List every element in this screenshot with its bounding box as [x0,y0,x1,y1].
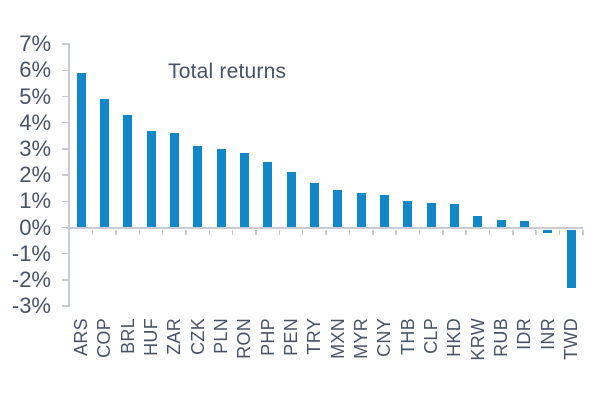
y-axis-tick-label: 2% [19,162,51,188]
bar [473,215,483,228]
x-axis-tick-mark [488,229,491,235]
y-axis-tick-mark [61,200,69,203]
x-axis-label: CLP [421,318,442,354]
bar [403,201,413,228]
x-axis-tick-mark [325,229,327,235]
bar [239,152,249,228]
x-axis-label: INR [537,318,558,350]
x-axis-label: MYR [351,318,372,359]
y-axis-tick-label: -2% [11,266,51,292]
x-axis-tick-mark [301,229,304,235]
x-axis-tick-mark [442,229,444,235]
y-axis-tick-label: 6% [19,57,51,83]
x-axis-tick-mark [582,229,584,235]
y-axis-tick-mark [61,69,69,72]
bar [566,229,576,288]
y-axis-tick-label: 1% [19,188,51,214]
y-axis-tick-mark [61,279,69,281]
bar [263,162,273,228]
x-axis-tick-mark [558,229,561,235]
x-axis-label: RUB [491,318,512,357]
y-axis-tick-mark [61,95,69,98]
x-axis-label: PEN [281,318,302,356]
x-axis-label: PLN [211,318,232,354]
x-axis-tick-mark [208,229,211,235]
x-axis-label: CZK [187,318,208,355]
bar [76,72,86,228]
x-axis-label: BRL [117,318,138,354]
y-axis-tick-label: -1% [11,240,51,266]
x-axis-tick-mark [512,229,514,235]
bar [543,229,553,233]
bar [309,182,319,228]
y-axis-tick-mark [61,305,69,307]
x-axis-tick-mark [395,229,397,235]
x-axis-label: ZAR [164,318,185,355]
y-axis-tick-mark [61,148,69,150]
x-axis-tick-mark [255,229,257,235]
bar [379,194,389,228]
x-axis-tick-mark [185,229,187,235]
y-axis-tick-mark [61,252,69,255]
x-axis-label: KRW [467,318,488,361]
bar [519,220,529,228]
bar [333,189,343,228]
y-axis-tick-mark [61,226,69,229]
x-axis-tick-mark [115,229,117,235]
bar [169,133,179,228]
bar [123,114,133,228]
x-axis-tick-mark [278,229,281,235]
x-axis-tick-mark [138,229,141,235]
bar [286,172,296,228]
x-axis-label: THB [397,318,418,355]
x-axis-label: TWD [561,318,582,360]
y-axis-tick-mark [61,121,69,124]
x-axis-label: RON [234,318,255,359]
x-axis-tick-mark [465,229,467,235]
x-axis-tick-mark [231,229,234,235]
bar [146,130,156,228]
x-axis-label: HKD [444,318,465,357]
chart-title: Total returns [168,60,287,83]
bar [193,146,203,228]
bar [356,193,366,228]
x-axis-tick-mark [535,229,537,235]
x-axis-label: MXN [327,318,348,359]
y-axis-tick-label: -3% [11,293,51,319]
y-axis-tick-mark [61,174,69,176]
x-axis-tick-mark [348,229,351,235]
x-axis-label: TRY [304,318,325,355]
bar [496,219,506,228]
bar [426,202,436,228]
x-axis-label: CNY [374,318,395,357]
y-axis-tick-label: 0% [19,214,51,240]
x-axis-label: PHP [257,318,278,356]
x-axis-label: ARS [71,318,91,356]
x-axis-tick-mark [91,229,94,235]
bar [449,203,459,228]
x-axis-tick-mark [418,229,421,235]
x-axis-tick-mark [372,229,374,235]
y-axis-tick-label: 4% [19,109,51,135]
x-axis-tick-mark [161,229,164,235]
x-axis-label: IDR [514,318,535,350]
y-axis-tick-label: 7% [19,31,51,57]
y-axis-tick-label: 5% [19,83,51,109]
y-axis-tick-mark [61,43,69,45]
bar [99,99,109,228]
x-axis-label: COP [94,318,115,358]
x-axis-line [65,227,583,230]
y-axis-line [68,43,70,307]
x-axis-label: HUF [141,318,162,356]
y-axis-tick-label: 3% [19,135,51,161]
bar [216,148,226,228]
